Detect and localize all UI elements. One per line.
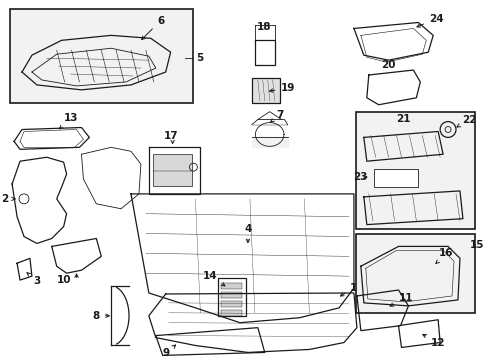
- Text: 7: 7: [270, 110, 283, 122]
- Bar: [355, 112, 474, 229]
- Bar: [355, 234, 474, 313]
- Text: 19: 19: [269, 83, 294, 93]
- Text: 21: 21: [395, 113, 410, 123]
- Text: 11: 11: [389, 293, 413, 306]
- Text: 17: 17: [163, 131, 178, 141]
- Bar: [221, 310, 242, 316]
- Text: 4: 4: [244, 224, 251, 243]
- Text: 14: 14: [203, 271, 224, 286]
- Text: 16: 16: [435, 248, 452, 264]
- Bar: [218, 278, 245, 316]
- Bar: [251, 78, 279, 103]
- Text: 8: 8: [93, 311, 109, 321]
- Text: 12: 12: [422, 334, 445, 347]
- Text: 23: 23: [353, 172, 367, 182]
- Bar: [373, 169, 417, 187]
- Text: 13: 13: [60, 113, 79, 129]
- Bar: [221, 292, 242, 298]
- Text: 15: 15: [469, 240, 484, 251]
- Text: 24: 24: [416, 14, 443, 27]
- Bar: [152, 154, 192, 186]
- Bar: [221, 283, 242, 289]
- Text: 9: 9: [162, 345, 175, 359]
- Bar: [10, 9, 193, 103]
- Text: 5: 5: [196, 53, 203, 63]
- Text: 10: 10: [56, 275, 71, 285]
- Text: 22: 22: [456, 114, 476, 127]
- Bar: [221, 301, 242, 307]
- Text: 6: 6: [142, 15, 164, 40]
- Text: 18: 18: [256, 22, 271, 32]
- Text: 3: 3: [27, 273, 41, 286]
- Text: 20: 20: [381, 60, 395, 70]
- Text: 1: 1: [340, 283, 357, 296]
- Text: 2: 2: [1, 194, 15, 204]
